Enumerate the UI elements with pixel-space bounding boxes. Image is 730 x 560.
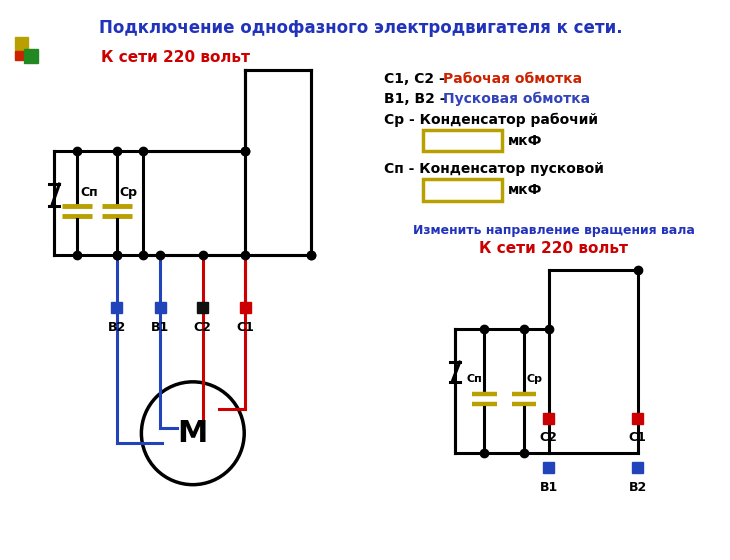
Text: В1: В1 [151,320,169,334]
Text: К сети 220 вольт: К сети 220 вольт [101,50,250,65]
Text: Сп: Сп [80,186,98,199]
Text: мкФ: мкФ [508,134,542,148]
Text: Сп - Конденсатор пусковой: Сп - Конденсатор пусковой [384,162,604,176]
Text: Ср - Конденсатор рабочий: Ср - Конденсатор рабочий [384,113,598,127]
Bar [423,130,502,151]
Bar [239,302,250,313]
Text: М: М [177,419,208,448]
Text: С1: С1 [629,431,647,444]
Text: С1: С1 [237,320,254,334]
Text: В1, В2 -: В1, В2 - [384,92,450,106]
Bar [632,413,643,424]
Text: Сп: Сп [466,374,483,384]
Bar [632,463,643,473]
Bar [155,302,166,313]
Bar [423,179,502,201]
Bar [24,49,37,63]
Text: Ср: Ср [120,186,138,199]
Text: Пусковая обмотка: Пусковая обмотка [443,92,590,106]
Text: С1, С2 -: С1, С2 - [384,72,449,86]
Text: Рабочая обмотка: Рабочая обмотка [443,72,582,86]
Text: В2: В2 [107,320,126,334]
Text: К сети 220 вольт: К сети 220 вольт [479,241,629,256]
Text: С2: С2 [193,320,212,334]
Text: Ср: Ср [526,374,542,384]
Bar [15,50,23,59]
Text: Изменить направление вращения вала: Изменить направление вращения вала [412,224,695,237]
Text: В2: В2 [629,480,647,494]
Text: Подключение однофазного электродвигателя к сети.: Подключение однофазного электродвигателя… [99,19,623,37]
Bar [543,463,554,473]
Text: С2: С2 [539,431,558,444]
Text: мкФ: мкФ [508,183,542,197]
Bar [15,37,28,50]
Bar [111,302,122,313]
Bar [543,413,554,424]
Text: В1: В1 [539,480,558,494]
Bar [197,302,208,313]
